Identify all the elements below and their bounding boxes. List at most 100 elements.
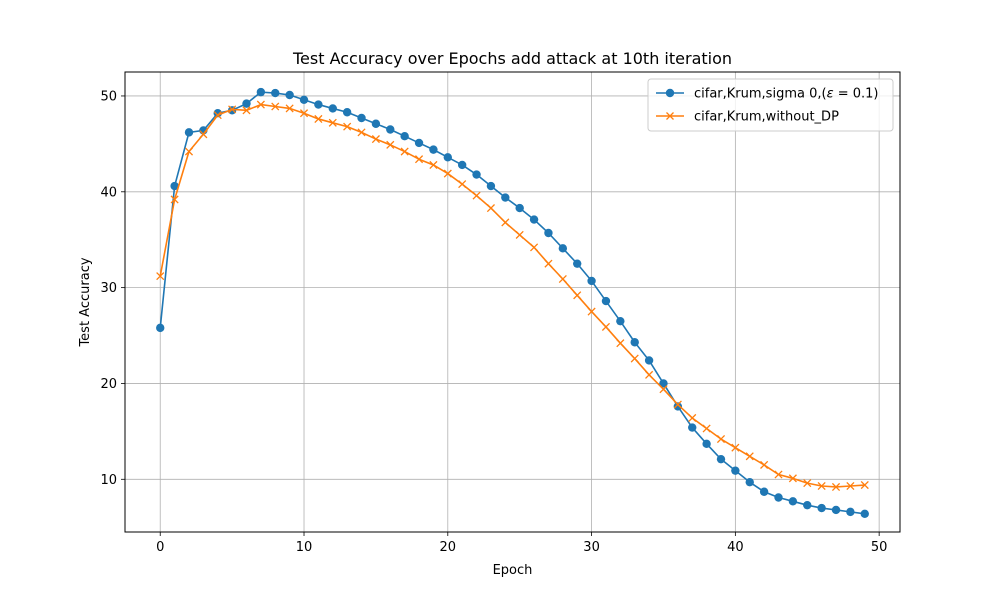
data-point [573,291,582,300]
data-point [673,402,683,411]
data-point [156,323,165,333]
data-point [601,322,611,331]
data-point [544,228,553,238]
x-tick-label: 30 [583,540,600,555]
legend-label-series-1-epsilon: ε [827,87,834,102]
data-point [501,218,510,227]
data-point [170,195,179,204]
data-point [343,122,352,131]
x-tick-label: 20 [440,540,457,555]
data-point [846,481,855,491]
data-point [831,505,841,515]
data-point [386,125,395,134]
data-point [573,259,582,268]
data-point [457,160,467,170]
data-point [860,480,869,490]
data-point [256,87,266,97]
data-point [314,100,323,109]
data-point [688,413,697,423]
data-point [414,138,424,148]
chart-title: Test Accuracy over Epochs add attack at … [292,49,732,68]
data-point [659,379,668,388]
data-point [731,466,740,475]
y-tick-label: 40 [100,185,117,200]
x-tick-label: 0 [156,540,164,555]
data-point [616,339,625,348]
data-point [256,100,265,109]
data-point [529,215,539,224]
legend-label-series-1-prefix: cifar,Krum,sigma 0,( [694,87,827,102]
series-2 [156,100,869,492]
y-tick-label: 50 [100,89,117,104]
data-point [645,370,654,379]
data-point [328,118,337,127]
data-point [515,230,524,239]
data-point [458,180,467,189]
legend-marker-circle [665,88,675,98]
data-point [314,114,323,124]
data-point [170,181,179,191]
plot-series [156,87,869,518]
data-point [486,181,496,191]
data-point [400,147,409,156]
data-point [673,400,682,409]
data-point [429,145,438,154]
legend-label-series-1-suffix: = 0.1) [834,87,879,102]
data-point [659,385,668,394]
data-point [328,104,337,113]
data-point [587,276,596,286]
data-point [443,153,452,162]
data-point [803,479,812,488]
data-point [860,509,869,518]
data-point [702,439,711,449]
legend: cifar,Krum,sigma 0,(ε = 0.1) cifar,Krum,… [647,78,894,132]
data-point [199,130,208,139]
data-point [156,272,165,281]
data-point [242,99,251,108]
data-point [227,106,237,115]
y-axis-label: Test Accuracy [78,257,93,347]
data-point [530,243,539,252]
data-point [630,338,639,347]
legend-label-series-2: cifar,Krum,without_DP [694,110,839,125]
data-point [371,135,380,144]
data-point [342,108,352,117]
data-point [644,356,654,365]
data-point [271,88,280,98]
data-point [299,109,309,118]
data-point [371,119,381,128]
data-point [587,307,596,316]
data-point [285,104,294,113]
data-point [242,106,251,115]
data-point [745,477,754,487]
data-point [759,487,769,496]
data-point [616,316,625,326]
data-point [501,193,510,202]
data-point [846,507,855,517]
plot-frame [124,71,901,533]
x-axis: 0 10 20 30 40 50 [156,532,887,555]
data-point [803,500,812,510]
data-point [472,170,481,179]
data-point [788,497,798,506]
x-tick-label: 10 [296,540,313,555]
data-point [228,105,237,114]
data-point [213,109,222,118]
data-point [184,147,194,156]
data-point [601,296,611,306]
series-2-line [159,103,865,488]
y-axis: 10 20 30 40 50 [100,89,125,488]
x-tick-label: 40 [727,540,744,555]
data-point [716,434,726,444]
data-point [716,454,726,464]
data-point [544,259,553,268]
data-point [515,203,524,213]
data-point [745,452,754,461]
series-1 [156,87,869,518]
data-point [285,90,294,100]
legend-label-series-1: cifar,Krum,sigma 0,(ε = 0.1) [694,87,879,102]
data-point [213,111,222,120]
data-point [357,113,366,123]
data-point [702,424,711,433]
